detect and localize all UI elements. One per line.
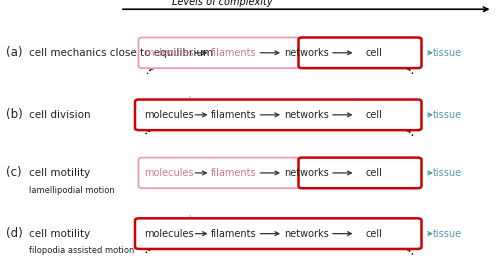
FancyBboxPatch shape	[298, 158, 422, 188]
Text: filopodia assisted motion: filopodia assisted motion	[29, 246, 134, 255]
Text: cell division: cell division	[29, 110, 90, 120]
Text: networks: networks	[284, 110, 329, 120]
Text: molecules: molecules	[144, 48, 194, 58]
Text: cell motility: cell motility	[29, 168, 90, 178]
Text: molecules: molecules	[144, 229, 194, 239]
Text: networks: networks	[284, 229, 329, 239]
Text: filaments: filaments	[211, 168, 257, 178]
Text: molecules: molecules	[144, 110, 194, 120]
Text: cell mechanics close to equilibrium: cell mechanics close to equilibrium	[29, 48, 213, 58]
Text: (d): (d)	[6, 227, 23, 240]
Text: networks: networks	[284, 48, 329, 58]
FancyBboxPatch shape	[135, 218, 422, 249]
FancyBboxPatch shape	[138, 158, 312, 188]
Text: cell motility: cell motility	[29, 229, 90, 239]
FancyBboxPatch shape	[135, 100, 422, 130]
Text: cell: cell	[366, 48, 382, 58]
Text: filaments: filaments	[211, 229, 257, 239]
Text: tissue: tissue	[433, 168, 462, 178]
Text: tissue: tissue	[433, 48, 462, 58]
Text: (c): (c)	[6, 166, 22, 180]
Text: cell: cell	[366, 168, 382, 178]
Text: (a): (a)	[6, 46, 22, 59]
Text: filaments: filaments	[211, 110, 257, 120]
Text: cell: cell	[366, 110, 382, 120]
Text: molecules: molecules	[144, 168, 194, 178]
Text: Levels of complexity: Levels of complexity	[172, 0, 273, 7]
Text: tissue: tissue	[433, 229, 462, 239]
Text: (b): (b)	[6, 108, 23, 121]
Text: tissue: tissue	[433, 110, 462, 120]
FancyBboxPatch shape	[138, 37, 312, 68]
Text: networks: networks	[284, 168, 329, 178]
Text: cell: cell	[366, 229, 382, 239]
Text: filaments: filaments	[211, 48, 257, 58]
Text: lamellipodial motion: lamellipodial motion	[29, 186, 115, 195]
FancyBboxPatch shape	[298, 37, 422, 68]
